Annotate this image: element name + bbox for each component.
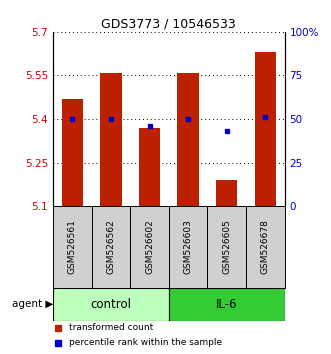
- Text: GSM526605: GSM526605: [222, 219, 231, 274]
- Title: GDS3773 / 10546533: GDS3773 / 10546533: [101, 18, 236, 31]
- Text: GSM526678: GSM526678: [261, 219, 270, 274]
- Text: GSM526603: GSM526603: [184, 219, 193, 274]
- Bar: [130, 206, 169, 288]
- Bar: [53, 288, 169, 320]
- Bar: [255, 52, 276, 206]
- Bar: [100, 73, 121, 206]
- Text: GSM526602: GSM526602: [145, 219, 154, 274]
- Bar: [208, 206, 246, 288]
- Bar: [216, 180, 237, 206]
- Text: control: control: [90, 298, 131, 311]
- Bar: [62, 99, 83, 206]
- Bar: [92, 206, 130, 288]
- Text: GSM526562: GSM526562: [106, 219, 116, 274]
- Bar: [169, 288, 285, 320]
- Text: transformed count: transformed count: [69, 324, 154, 332]
- Bar: [169, 206, 208, 288]
- Text: agent ▶: agent ▶: [12, 299, 53, 309]
- Bar: [139, 128, 160, 206]
- Text: percentile rank within the sample: percentile rank within the sample: [69, 338, 222, 348]
- Text: GSM526561: GSM526561: [68, 219, 77, 274]
- Text: IL-6: IL-6: [216, 298, 237, 311]
- Bar: [177, 73, 199, 206]
- Bar: [53, 206, 92, 288]
- Bar: [246, 206, 285, 288]
